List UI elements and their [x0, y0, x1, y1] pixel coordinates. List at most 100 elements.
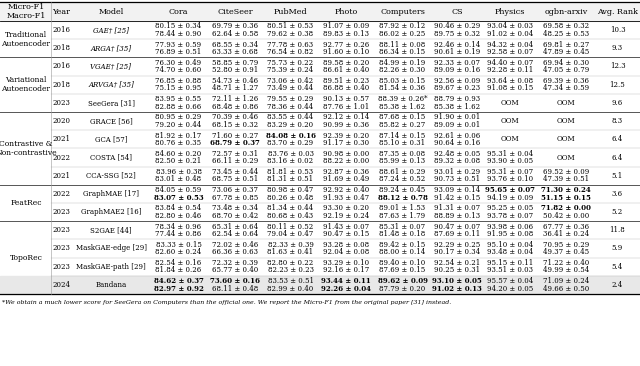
Text: 82.54 ± 0.16: 82.54 ± 0.16: [156, 259, 202, 267]
Text: 90.13 ± 0.57: 90.13 ± 0.57: [323, 95, 369, 103]
Text: 92.28 ± 0.11: 92.28 ± 0.11: [487, 66, 533, 74]
Text: 2018: 2018: [52, 44, 70, 52]
Text: OOM: OOM: [500, 117, 519, 125]
Text: 92.77 ± 0.26: 92.77 ± 0.26: [323, 41, 369, 49]
Text: 2023: 2023: [52, 208, 70, 216]
Text: 9.6: 9.6: [612, 99, 623, 107]
Text: 71.30 ± 0.24: 71.30 ± 0.24: [541, 186, 591, 194]
Text: 78.36 ± 0.44: 78.36 ± 0.44: [268, 102, 314, 111]
Text: 92.04 ± 0.08: 92.04 ± 0.08: [323, 248, 369, 256]
Text: 63.33 ± 0.68: 63.33 ± 0.68: [212, 48, 258, 56]
Text: 93.78 ± 0.07: 93.78 ± 0.07: [487, 212, 533, 220]
Text: 92.46 ± 0.14: 92.46 ± 0.14: [434, 41, 480, 49]
Text: OOM: OOM: [557, 135, 575, 143]
Text: 50.42 ± 0.00: 50.42 ± 0.00: [543, 212, 589, 220]
Text: 89.32 ± 0.08: 89.32 ± 0.08: [434, 157, 480, 165]
Text: 90.99 ± 0.36: 90.99 ± 0.36: [323, 121, 369, 129]
Text: 12.3: 12.3: [610, 63, 625, 71]
Text: 5.9: 5.9: [612, 244, 623, 253]
Text: 68.55 ± 0.34: 68.55 ± 0.34: [212, 41, 258, 49]
Text: 73.49 ± 0.44: 73.49 ± 0.44: [268, 84, 314, 92]
Text: 87.14 ± 0.15: 87.14 ± 0.15: [380, 132, 426, 140]
Text: 91.31 ± 0.07: 91.31 ± 0.07: [434, 205, 480, 212]
Text: 93.90 ± 0.05: 93.90 ± 0.05: [487, 157, 533, 165]
Text: 86.88 ± 0.40: 86.88 ± 0.40: [323, 84, 369, 92]
Text: 95.65 ± 0.07: 95.65 ± 0.07: [485, 186, 535, 194]
Text: 5.1: 5.1: [612, 172, 623, 180]
Text: 84.99 ± 0.19: 84.99 ± 0.19: [380, 59, 426, 67]
Text: 92.58 ± 0.07: 92.58 ± 0.07: [487, 48, 533, 56]
Text: 2016: 2016: [52, 26, 70, 34]
Text: 91.08 ± 0.15: 91.08 ± 0.15: [487, 84, 533, 92]
Text: 93.51 ± 0.03: 93.51 ± 0.03: [487, 266, 533, 274]
Text: 87.69 ± 0.15: 87.69 ± 0.15: [380, 266, 426, 274]
Text: 69.39 ± 0.36: 69.39 ± 0.36: [543, 77, 589, 85]
Text: 2022: 2022: [52, 190, 70, 198]
Text: 48.25 ± 0.53: 48.25 ± 0.53: [543, 30, 589, 38]
Text: 91.93 ± 0.47: 91.93 ± 0.47: [323, 194, 369, 202]
Text: 88.11 ± 0.08: 88.11 ± 0.08: [380, 41, 426, 49]
Text: 82.80 ± 0.46: 82.80 ± 0.46: [156, 212, 202, 220]
Text: 78.44 ± 0.90: 78.44 ± 0.90: [156, 30, 202, 38]
Text: 11.8: 11.8: [610, 226, 625, 234]
Text: 75.39 ± 0.24: 75.39 ± 0.24: [268, 66, 314, 74]
Text: 66.11 ± 0.29: 66.11 ± 0.29: [212, 157, 258, 165]
Text: 92.12 ± 0.14: 92.12 ± 0.14: [323, 113, 369, 122]
Text: 83.07 ± 0.53: 83.07 ± 0.53: [154, 194, 204, 202]
Text: FeatRec: FeatRec: [10, 199, 42, 207]
Text: 93.98 ± 0.06: 93.98 ± 0.06: [487, 223, 533, 231]
Text: 89.40 ± 0.10: 89.40 ± 0.10: [380, 259, 426, 267]
Text: 71.09 ± 0.24: 71.09 ± 0.24: [543, 277, 589, 285]
Text: 93.28 ± 0.08: 93.28 ± 0.08: [323, 241, 369, 249]
Text: 2023: 2023: [52, 226, 70, 234]
Text: 95.15 ± 0.11: 95.15 ± 0.11: [487, 259, 533, 267]
Bar: [0, 276, 640, 294]
Text: 10.3: 10.3: [610, 26, 625, 34]
Text: Model: Model: [99, 7, 124, 15]
Text: 3.6: 3.6: [612, 190, 623, 198]
Text: 91.42 ± 0.15: 91.42 ± 0.15: [434, 194, 480, 202]
Text: 81.54 ± 0.36: 81.54 ± 0.36: [380, 84, 426, 92]
Text: PubMed: PubMed: [274, 7, 307, 15]
Text: 90.64 ± 0.16: 90.64 ± 0.16: [434, 139, 480, 147]
Text: 69.81 ± 0.27: 69.81 ± 0.27: [543, 41, 589, 49]
Text: 72.11 ± 1.26: 72.11 ± 1.26: [212, 95, 258, 103]
Text: 89.09 ± 0.01: 89.09 ± 0.01: [434, 121, 480, 129]
Text: 62.64 ± 0.58: 62.64 ± 0.58: [212, 30, 258, 38]
Text: Year: Year: [52, 7, 70, 15]
Text: 69.58 ± 0.32: 69.58 ± 0.32: [543, 22, 589, 30]
Text: 89.75 ± 0.32: 89.75 ± 0.32: [434, 30, 480, 38]
Text: GCA [57]: GCA [57]: [95, 135, 127, 143]
Text: 78.34 ± 0.96: 78.34 ± 0.96: [156, 223, 202, 231]
Text: 88.39 ± 0.26*: 88.39 ± 0.26*: [378, 95, 428, 103]
Text: VGAE† [25]: VGAE† [25]: [90, 63, 131, 71]
Text: 83.53 ± 0.51: 83.53 ± 0.51: [268, 277, 314, 285]
Text: S2GAE [44]: S2GAE [44]: [90, 226, 132, 234]
Text: 68.70 ± 0.42: 68.70 ± 0.42: [212, 212, 258, 220]
Text: 68.79 ± 0.37: 68.79 ± 0.37: [210, 139, 260, 147]
Text: 89.09 ± 0.16: 89.09 ± 0.16: [434, 66, 480, 74]
Text: 48.71 ± 1.27: 48.71 ± 1.27: [212, 84, 258, 92]
Bar: [0, 2, 640, 21]
Text: 65.77 ± 0.40: 65.77 ± 0.40: [212, 266, 258, 274]
Text: 90.47 ± 0.15: 90.47 ± 0.15: [323, 230, 369, 238]
Text: 82.33 ± 0.39: 82.33 ± 0.39: [268, 241, 314, 249]
Text: GAE† [25]: GAE† [25]: [93, 26, 129, 34]
Text: 76.89 ± 0.51: 76.89 ± 0.51: [156, 48, 202, 56]
Text: 87.24 ± 0.52: 87.24 ± 0.52: [380, 175, 426, 183]
Text: 73.60 ± 0.16: 73.60 ± 0.16: [210, 277, 260, 285]
Text: 71.60 ± 0.27: 71.60 ± 0.27: [212, 132, 258, 140]
Text: 73.48 ± 0.34: 73.48 ± 0.34: [212, 205, 258, 212]
Text: 86.61 ± 0.40: 86.61 ± 0.40: [323, 66, 369, 74]
Text: 92.87 ± 0.36: 92.87 ± 0.36: [323, 168, 369, 176]
Text: 93.04 ± 0.03: 93.04 ± 0.03: [487, 22, 533, 30]
Text: *We obtain a much lower score for SeeGera on Computers than the official one. We: *We obtain a much lower score for SeeGer…: [2, 300, 451, 306]
Text: 91.43 ± 0.07: 91.43 ± 0.07: [323, 223, 369, 231]
Text: 80.68 ± 0.43: 80.68 ± 0.43: [268, 212, 314, 220]
Text: 5.4: 5.4: [612, 263, 623, 271]
Text: Avg. Rank: Avg. Rank: [597, 7, 638, 15]
Text: 80.11 ± 0.52: 80.11 ± 0.52: [268, 223, 314, 231]
Text: 83.33 ± 0.15: 83.33 ± 0.15: [156, 241, 202, 249]
Text: 80.76 ± 0.35: 80.76 ± 0.35: [156, 139, 202, 147]
Text: 71.82 ± 0.00: 71.82 ± 0.00: [541, 205, 591, 212]
